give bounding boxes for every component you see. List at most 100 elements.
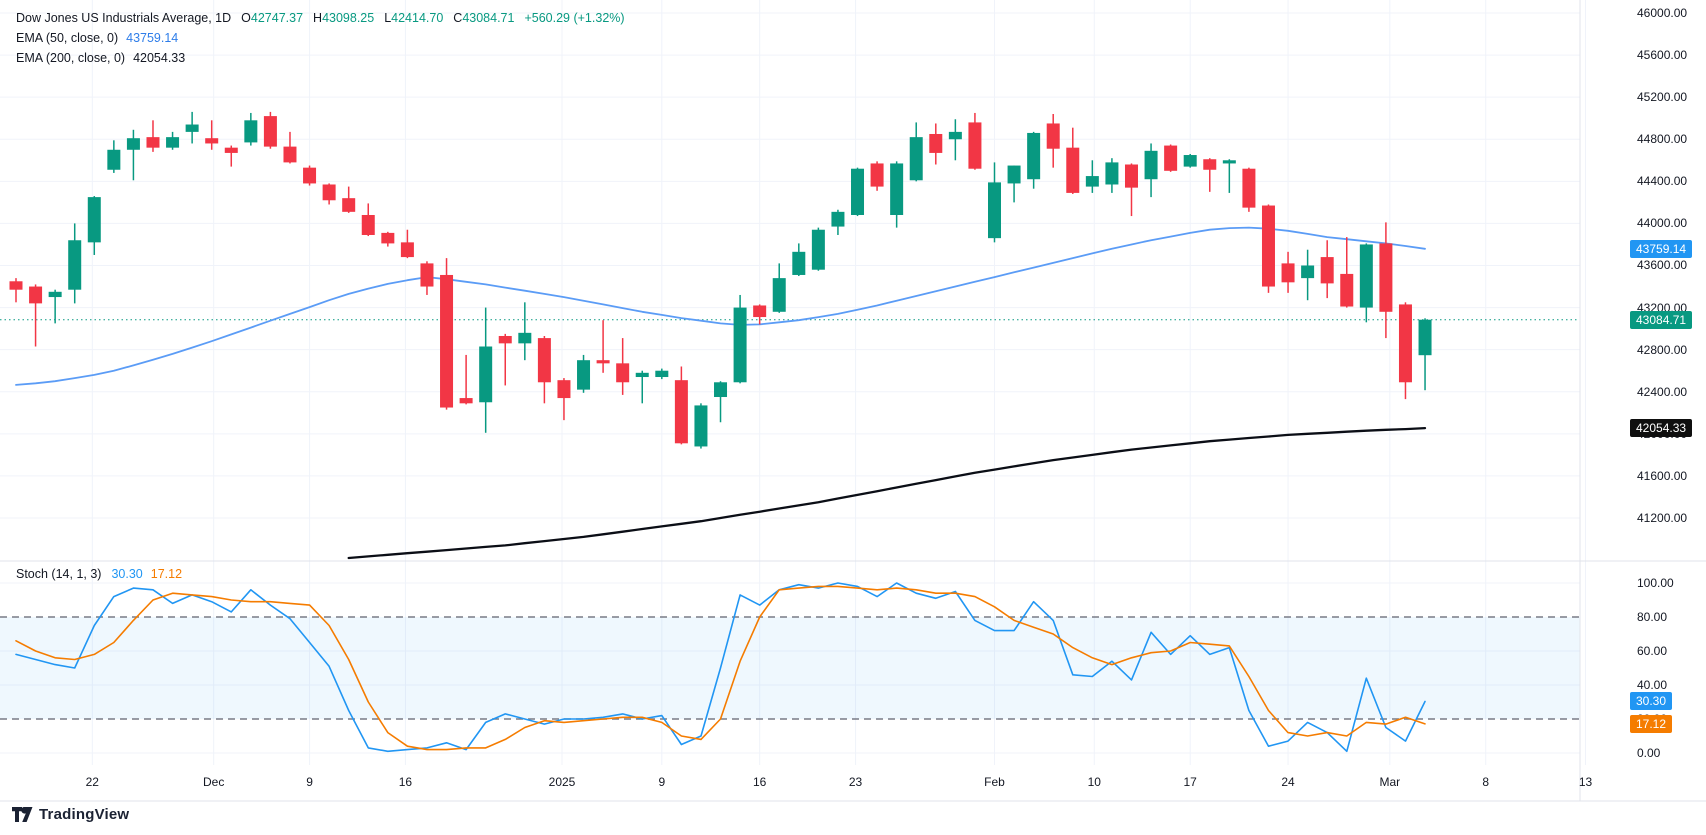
candle — [577, 354, 591, 393]
ema50-price-chip: 43759.14 — [1630, 239, 1693, 258]
candle — [479, 307, 493, 433]
stoch-d-value: 17.12 — [150, 567, 183, 581]
candle — [537, 335, 551, 404]
candle — [557, 378, 571, 421]
price-tick-label: 45200.00 — [1637, 90, 1688, 105]
stoch-tick-label: 60.00 — [1637, 644, 1668, 658]
candle — [1320, 240, 1334, 299]
price-tick-label: 44400.00 — [1637, 174, 1688, 189]
ema200-label: EMA (200, close, 0) — [16, 51, 126, 65]
stoch-d-line[interactable] — [15, 585, 1426, 751]
candle — [244, 112, 258, 146]
candle — [1301, 249, 1315, 301]
time-tick-label: 8 — [1482, 775, 1490, 789]
candle — [870, 161, 884, 191]
candle — [87, 196, 101, 255]
ohlc-l: L42414.70 — [384, 11, 444, 25]
symbol-row[interactable]: Dow Jones US Industrials Average, 1D O427… — [16, 8, 625, 28]
candle — [616, 338, 630, 395]
candle — [1418, 318, 1432, 391]
candle — [107, 140, 121, 173]
pane-separators — [0, 0, 1706, 802]
stoch-band — [0, 616, 1580, 720]
candle — [674, 366, 688, 445]
tradingview-logo[interactable]: TradingView — [12, 806, 129, 823]
candle — [831, 209, 845, 235]
candle — [420, 261, 434, 295]
grid-lines — [0, 0, 1587, 765]
candle — [400, 229, 414, 259]
change-value: +560.29 (+1.32%) — [524, 11, 625, 25]
time-tick-label: 9 — [658, 775, 666, 789]
candle — [655, 368, 669, 380]
stoch-legend[interactable]: Stoch (14, 1, 3) 30.30 17.12 — [16, 567, 182, 581]
time-tick-label: 16 — [398, 775, 413, 789]
time-tick-label: 9 — [306, 775, 313, 789]
candle — [381, 231, 395, 247]
ema200-row[interactable]: EMA (200, close, 0) 42054.33 — [16, 48, 625, 68]
price-tick-label: 44800.00 — [1637, 132, 1688, 147]
candle — [185, 111, 199, 144]
stoch-tick-label: 100.00 — [1637, 576, 1674, 590]
ohlc-c: C43084.71 — [453, 11, 515, 25]
candle — [498, 333, 512, 386]
time-tick-label: 24 — [1281, 775, 1295, 789]
stoch-k-value: 30.30 — [111, 567, 143, 581]
ema50-value: 43759.14 — [126, 31, 179, 45]
time-tick-label: Mar — [1379, 775, 1401, 789]
candle — [733, 294, 747, 384]
candle — [322, 183, 336, 205]
time-tick-label: 16 — [752, 775, 767, 789]
time-tick-label: 17 — [1183, 775, 1197, 789]
candle — [166, 131, 180, 150]
candle — [146, 120, 160, 152]
candle — [1007, 165, 1021, 203]
candlestick-series[interactable] — [9, 111, 1432, 449]
candle — [968, 112, 982, 170]
ema200-line[interactable] — [347, 426, 1427, 560]
candle — [1340, 237, 1354, 308]
time-axis[interactable] — [0, 765, 1580, 801]
time-tick-label: 23 — [848, 775, 863, 789]
candle — [1183, 153, 1197, 168]
candle — [714, 381, 728, 423]
ema50-line[interactable] — [15, 226, 1426, 386]
time-tick-label: Feb — [984, 775, 1005, 789]
ema200-price-chip: 42054.33 — [1630, 419, 1693, 438]
ohlc-h: H43098.25 — [313, 11, 375, 25]
candle — [1242, 167, 1256, 212]
stoch-k-chip: 30.30 — [1630, 692, 1673, 711]
candle — [1124, 163, 1138, 217]
candle — [205, 120, 219, 150]
candle — [1359, 243, 1373, 323]
candle — [988, 162, 1001, 243]
candle — [1222, 159, 1236, 193]
stoch-tick-label: 40.00 — [1637, 678, 1668, 692]
candle — [224, 145, 238, 167]
candle — [1281, 251, 1295, 293]
stoch-k-line[interactable] — [15, 582, 1426, 753]
candle — [1105, 158, 1119, 193]
price-tick-label: 41200.00 — [1637, 510, 1688, 525]
candle — [753, 304, 767, 325]
candle — [1144, 143, 1158, 198]
tradingview-logo-text: TradingView — [39, 806, 130, 823]
candle — [1027, 131, 1041, 189]
ema200-value: 42054.33 — [133, 51, 186, 65]
candle — [518, 302, 532, 361]
stoch-tick-label: 80.00 — [1637, 610, 1668, 624]
candle — [948, 119, 962, 161]
stoch-label: Stoch (14, 1, 3) — [16, 567, 102, 581]
candle — [48, 289, 62, 324]
candle — [1085, 160, 1099, 193]
candle — [68, 223, 82, 304]
symbol-title[interactable]: Dow Jones US Industrials Average, 1D — [16, 11, 232, 25]
candle — [596, 320, 610, 373]
price-tick-label: 42800.00 — [1637, 342, 1688, 357]
candle — [772, 263, 786, 313]
ema50-row[interactable]: EMA (50, close, 0) 43759.14 — [16, 28, 625, 48]
candle — [303, 165, 317, 186]
candle — [361, 203, 375, 237]
candle — [811, 227, 825, 271]
